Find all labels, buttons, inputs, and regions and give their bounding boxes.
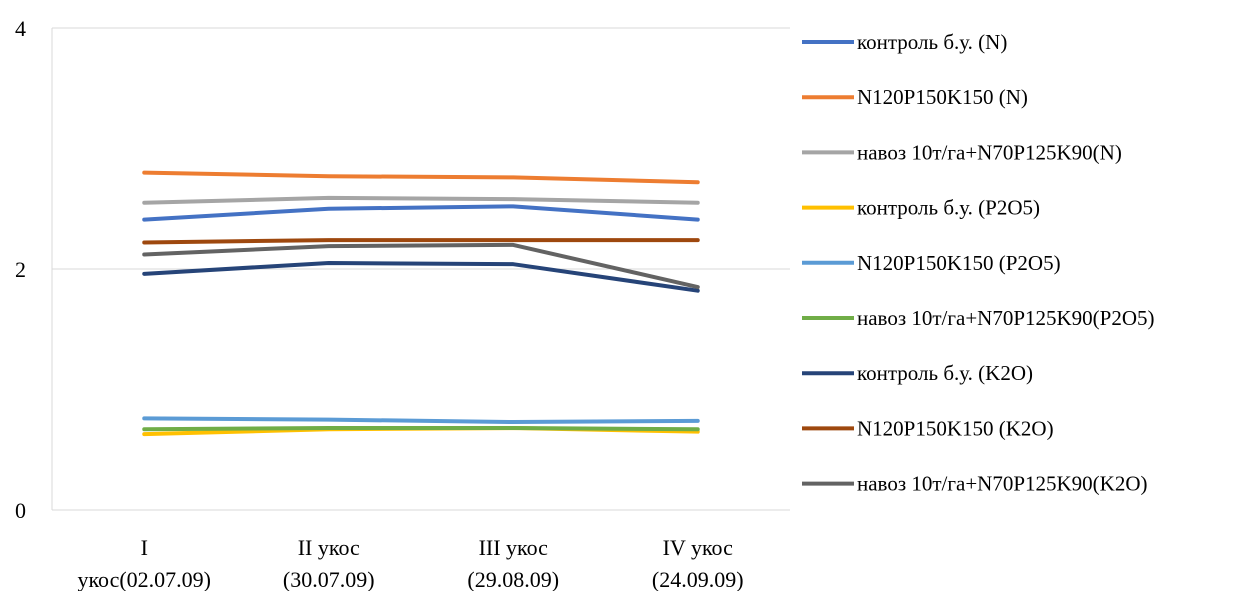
gridlines: [51, 27, 790, 511]
series-line-8: [142, 238, 700, 245]
x-tick-label: IV укос: [663, 535, 733, 560]
y-axis-ticks: 0 2 4: [15, 16, 26, 523]
legend-label: контроль б.у. (P2O5): [857, 196, 1040, 220]
legend-label: N120P150K150 (N): [857, 85, 1028, 109]
legend-label: навоз 10т/га+N70P125K90(N): [857, 140, 1122, 164]
series-line-2: [142, 170, 700, 185]
legend: контроль б.у. (N) N120P150K150 (N) навоз 1…: [802, 30, 1155, 496]
x-tick-label: (29.08.09): [467, 567, 559, 591]
series-line-9: [142, 242, 700, 290]
x-tick-label: (30.07.09): [283, 567, 375, 591]
legend-label: навоз 10т/га+N70P125K90(K2O): [857, 472, 1148, 496]
legend-label: контроль б.у. (K2O): [857, 361, 1033, 385]
series-line-5: [142, 416, 700, 425]
y-tick-label: 2: [15, 257, 26, 282]
series-lines: [142, 170, 700, 437]
legend-label: контроль б.у. (N): [857, 30, 1007, 54]
series-line-7: [142, 260, 700, 293]
legend-label: N120P150K150 (P2O5): [857, 251, 1061, 275]
x-tick-label: III укос: [479, 535, 549, 560]
x-tick-label: I: [141, 535, 148, 560]
x-tick-label: (24.09.09): [652, 567, 744, 591]
series-line-3: [142, 195, 700, 205]
y-tick-label: 0: [15, 498, 26, 523]
y-tick-label: 4: [15, 16, 26, 41]
legend-label: N120P150K150 (K2O): [857, 416, 1054, 440]
x-tick-label: II укос: [298, 535, 360, 560]
series-line-6: [142, 426, 700, 432]
legend-label: навоз 10т/га+N70P125K90(P2O5): [857, 306, 1155, 330]
series-line-1: [142, 204, 700, 222]
x-tick-label: укос(02.07.09): [77, 567, 211, 591]
